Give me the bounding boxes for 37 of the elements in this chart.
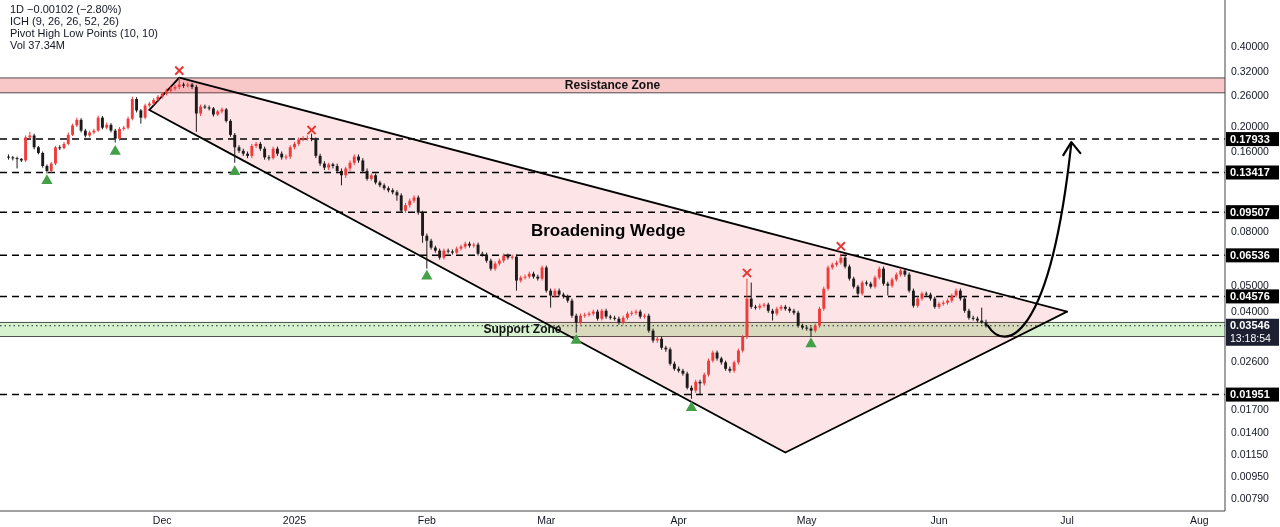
x-tick-label: Feb (417, 513, 437, 526)
y-tick-label: 0.04000 (1231, 304, 1270, 317)
band-label: Support Zone (483, 322, 562, 337)
y-tick-label: 0.40000 (1231, 39, 1270, 52)
ref-line-label: 0.03546 13:18:54 (1230, 319, 1272, 345)
x-tick-label: Jul (1060, 513, 1074, 526)
y-tick-label: 0.16000 (1231, 145, 1270, 158)
y-tick-label: 0.05000 (1231, 278, 1270, 291)
y-tick-label: 0.32000 (1231, 65, 1270, 78)
x-tick-label: Dec (152, 513, 172, 526)
y-tick-label: 0.02600 (1231, 354, 1270, 367)
x-tick-label: Aug (1190, 513, 1209, 526)
y-tick-label: 0.08000 (1231, 224, 1270, 237)
annotation: Vol 37.34M (10, 39, 66, 51)
y-tick-label: 0.01700 (1231, 403, 1270, 416)
y-tick-label: 0.20000 (1231, 119, 1270, 132)
chart-title: 1D −0.00102 (−2.80%) (10, 3, 122, 15)
ref-line-label: 0.01951 (1230, 387, 1270, 400)
x-tick-label: May (796, 513, 818, 526)
ref-line-label: 0.09507 (1230, 205, 1270, 218)
series-label: Broadening Wedge (530, 221, 686, 241)
y-tick-label: 0.00950 (1231, 470, 1270, 483)
x-tick-label: 2025 (282, 513, 307, 526)
ref-line-label: 0.06536 (1230, 248, 1270, 261)
y-tick-label: 0.01150 (1231, 448, 1269, 461)
x-tick-label: Apr (670, 513, 688, 526)
x-tick-label: Jun (930, 513, 948, 526)
y-tick-label: 0.00790 (1231, 491, 1270, 504)
y-tick-label: 0.26000 (1231, 89, 1270, 102)
ref-line-label: 0.04576 (1230, 289, 1270, 302)
x-tick-label: Mar (537, 513, 556, 526)
ref-line-label: 0.13417 (1230, 165, 1270, 178)
y-tick-label: 0.01400 (1231, 425, 1270, 438)
ref-line-label: 0.17933 (1230, 132, 1270, 145)
band-label: Resistance Zone (564, 78, 661, 93)
annotation: Pivot High Low Points (10, 10) (10, 27, 158, 39)
annotation: ICH (9, 26, 26, 52, 26) (10, 15, 119, 27)
